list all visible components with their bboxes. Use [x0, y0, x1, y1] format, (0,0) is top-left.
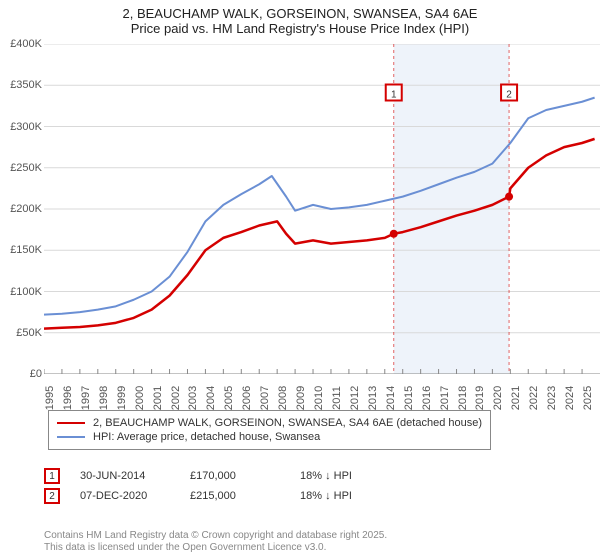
- marker-badge: 1: [44, 468, 60, 484]
- x-tick-label: 2016: [421, 386, 433, 410]
- x-axis: 1995199619971998199920002001200220032004…: [44, 378, 600, 404]
- legend-swatch: [57, 436, 85, 438]
- marker-price: £215,000: [190, 490, 280, 502]
- x-tick-label: 2013: [367, 386, 379, 410]
- y-tick-label: £0: [30, 368, 42, 380]
- x-tick-label: 2007: [259, 386, 271, 410]
- x-tick-label: 1998: [98, 386, 110, 410]
- x-tick-label: 1996: [62, 386, 74, 410]
- x-tick-label: 2004: [205, 386, 217, 410]
- marker-delta: 18% ↓ HPI: [300, 490, 390, 502]
- y-tick-label: £100K: [10, 286, 42, 298]
- x-tick-label: 1995: [44, 386, 56, 410]
- title-line1: 2, BEAUCHAMP WALK, GORSEINON, SWANSEA, S…: [10, 6, 590, 21]
- x-tick-label: 2006: [241, 386, 253, 410]
- y-tick-label: £400K: [10, 38, 42, 50]
- x-tick-label: 2021: [510, 386, 522, 410]
- svg-text:2: 2: [506, 90, 512, 101]
- x-tick-label: 2015: [403, 386, 415, 410]
- y-tick-label: £250K: [10, 162, 42, 174]
- x-tick-label: 2024: [564, 386, 576, 410]
- x-tick-label: 2003: [187, 386, 199, 410]
- x-tick-label: 2010: [313, 386, 325, 410]
- marker-badge: 2: [44, 488, 60, 504]
- x-tick-label: 2008: [277, 386, 289, 410]
- x-tick-label: 2001: [152, 386, 164, 410]
- x-tick-label: 2009: [295, 386, 307, 410]
- legend-row: HPI: Average price, detached house, Swan…: [57, 431, 482, 443]
- x-tick-label: 2011: [331, 386, 343, 410]
- x-tick-label: 2014: [385, 386, 397, 410]
- legend-swatch: [57, 422, 85, 424]
- chart-area: £0£50K£100K£150K£200K£250K£300K£350K£400…: [0, 44, 600, 404]
- x-tick-label: 2019: [474, 386, 486, 410]
- marker-price: £170,000: [190, 470, 280, 482]
- legend-label: 2, BEAUCHAMP WALK, GORSEINON, SWANSEA, S…: [93, 417, 482, 429]
- y-tick-label: £350K: [10, 79, 42, 91]
- y-tick-label: £300K: [10, 121, 42, 133]
- marker-date: 07-DEC-2020: [80, 490, 170, 502]
- chart-title: 2, BEAUCHAMP WALK, GORSEINON, SWANSEA, S…: [0, 0, 600, 38]
- footer-line2: This data is licensed under the Open Gov…: [44, 542, 387, 554]
- x-tick-label: 2017: [439, 386, 451, 410]
- y-tick-label: £50K: [16, 327, 42, 339]
- x-tick-label: 2025: [582, 386, 594, 410]
- legend-label: HPI: Average price, detached house, Swan…: [93, 431, 320, 443]
- x-tick-label: 2005: [223, 386, 235, 410]
- x-tick-label: 2020: [492, 386, 504, 410]
- x-tick-label: 2022: [528, 386, 540, 410]
- y-axis: £0£50K£100K£150K£200K£250K£300K£350K£400…: [0, 44, 44, 404]
- title-line2: Price paid vs. HM Land Registry's House …: [10, 21, 590, 36]
- marker-table: 1 30-JUN-2014 £170,000 18% ↓ HPI 2 07-DEC-202…: [44, 464, 390, 508]
- marker-delta: 18% ↓ HPI: [300, 470, 390, 482]
- svg-text:1: 1: [391, 90, 397, 101]
- x-tick-label: 1999: [116, 386, 128, 410]
- marker-row: 2 07-DEC-2020 £215,000 18% ↓ HPI: [44, 488, 390, 504]
- plot-region: 12: [44, 44, 600, 374]
- chart-svg: 12: [44, 44, 600, 374]
- legend-row: 2, BEAUCHAMP WALK, GORSEINON, SWANSEA, S…: [57, 417, 482, 429]
- footer-attribution: Contains HM Land Registry data © Crown c…: [44, 530, 387, 554]
- footer-line1: Contains HM Land Registry data © Crown c…: [44, 530, 387, 542]
- marker-row: 1 30-JUN-2014 £170,000 18% ↓ HPI: [44, 468, 390, 484]
- x-tick-label: 1997: [80, 386, 92, 410]
- x-tick-label: 2002: [170, 386, 182, 410]
- y-tick-label: £150K: [10, 244, 42, 256]
- legend: 2, BEAUCHAMP WALK, GORSEINON, SWANSEA, S…: [48, 410, 491, 450]
- x-tick-label: 2018: [457, 386, 469, 410]
- x-tick-label: 2000: [134, 386, 146, 410]
- marker-date: 30-JUN-2014: [80, 470, 170, 482]
- x-tick-label: 2023: [546, 386, 558, 410]
- x-tick-label: 2012: [349, 386, 361, 410]
- y-tick-label: £200K: [10, 203, 42, 215]
